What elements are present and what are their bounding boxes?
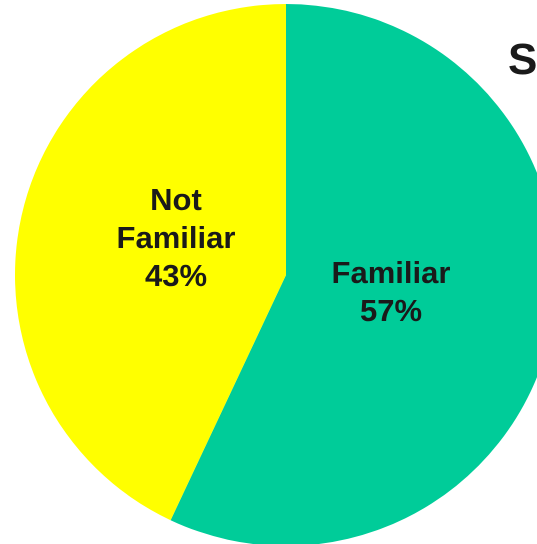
slices-layer: [14, 4, 537, 544]
pie-label-not-familiar: Not Familiar 43%: [117, 182, 236, 293]
pie-slice-not-familiar: [14, 4, 286, 521]
chart-title: S: [508, 35, 537, 84]
pie-slice-familiar: [170, 4, 537, 544]
pie-label-familiar: Familiar 57%: [332, 255, 451, 328]
labels-layer: Familiar 57% Not Familiar 43%: [117, 182, 451, 328]
